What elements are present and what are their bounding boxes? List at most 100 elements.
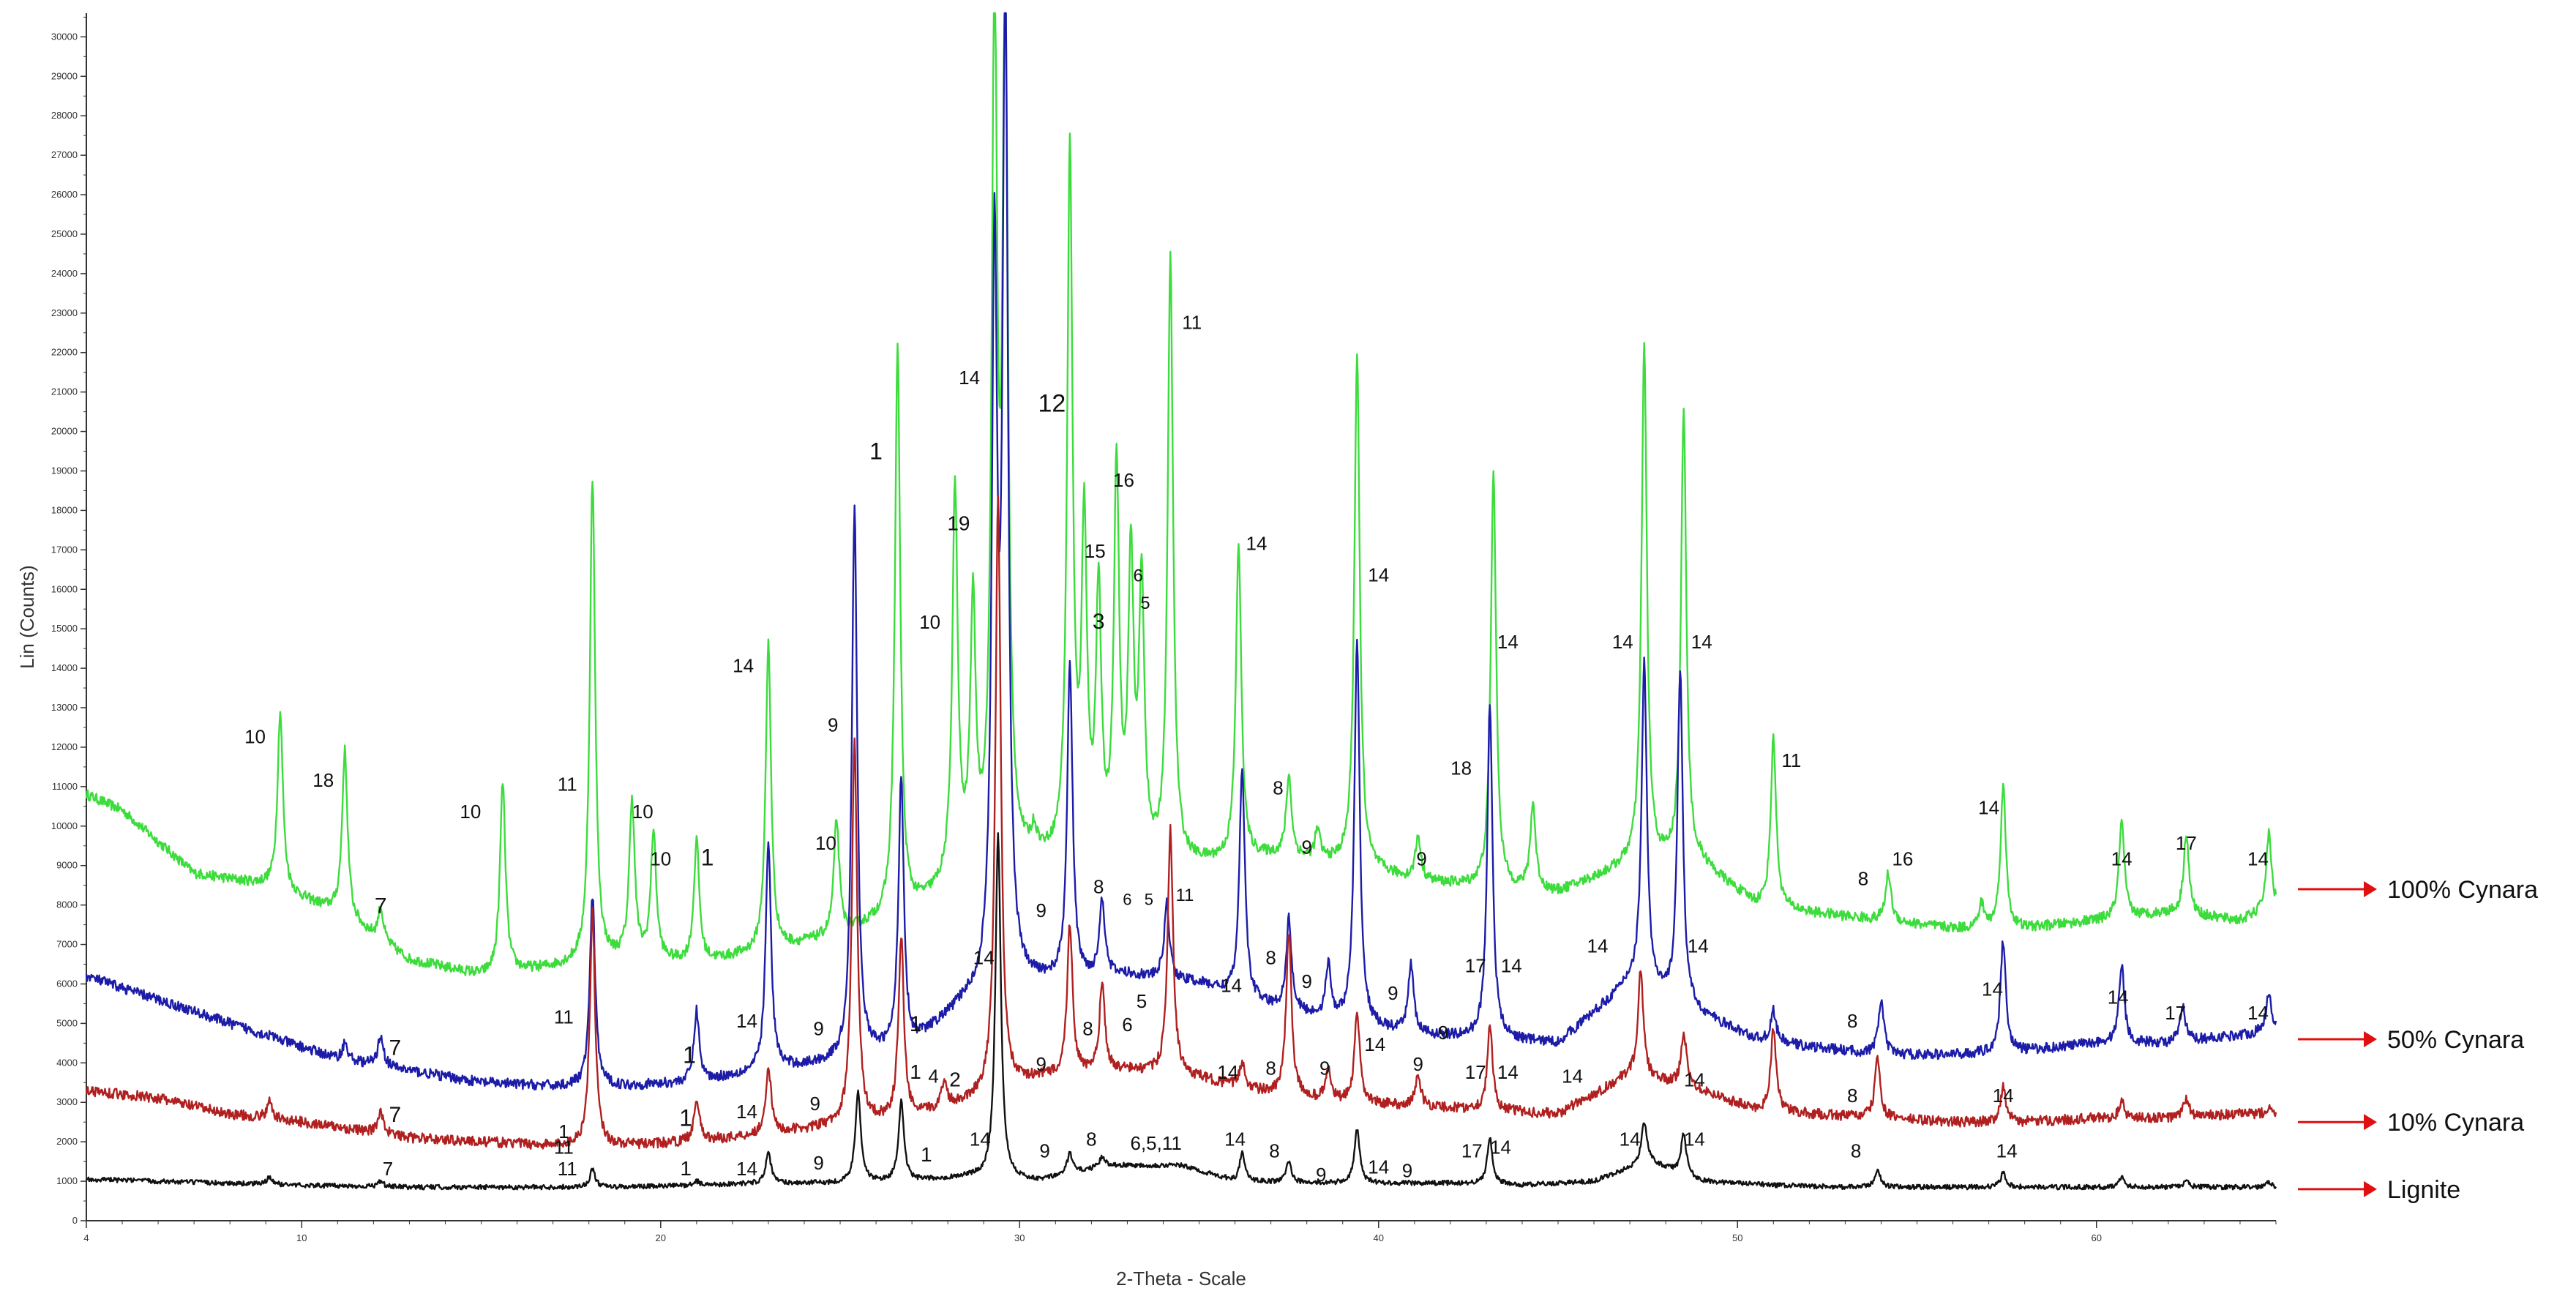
peak-label: 6 xyxy=(1133,566,1142,585)
peak-label: 14 xyxy=(1978,797,1999,819)
x-tick-label: 4 xyxy=(83,1232,89,1243)
peak-label: 9 xyxy=(1319,1057,1330,1079)
y-tick-label: 0 xyxy=(72,1215,78,1226)
y-tick-label: 20000 xyxy=(51,426,78,437)
y-tick-label: 3000 xyxy=(56,1096,78,1107)
y-tick-label: 4000 xyxy=(56,1057,78,1068)
x-tick-label: 60 xyxy=(2092,1232,2102,1243)
peak-label: 1 xyxy=(910,1012,922,1036)
peak-label: 14 xyxy=(1620,1129,1641,1150)
peak-label: 11 xyxy=(1175,886,1194,905)
y-tick-label: 11000 xyxy=(52,781,78,792)
peak-label: 6 xyxy=(1122,1014,1132,1036)
peak-label: 11 xyxy=(554,1006,574,1028)
peak-label: 14 xyxy=(736,1101,757,1123)
peak-label: 1 xyxy=(680,1157,692,1180)
peak-label: 11 xyxy=(554,1136,574,1158)
peak-label: 7 xyxy=(383,1158,393,1180)
peak-label: 8 xyxy=(1858,868,1868,890)
legend-arrowhead xyxy=(2364,1180,2377,1197)
peak-label: 14 xyxy=(1684,1129,1705,1150)
peak-label: 11 xyxy=(558,773,577,795)
peak-label: 14 xyxy=(1612,631,1633,653)
y-tick-label: 13000 xyxy=(51,702,78,713)
peak-label: 8 xyxy=(1851,1140,1861,1162)
peak-label: 14 xyxy=(1246,532,1268,554)
y-tick-label: 7000 xyxy=(56,939,78,950)
peak-label: 17 xyxy=(1465,954,1486,976)
series-lines xyxy=(85,12,2277,1191)
peak-label: 14 xyxy=(1224,1129,1246,1150)
peak-label: 9 xyxy=(1316,1164,1326,1186)
y-tick-label: 14000 xyxy=(51,662,78,673)
peak-label: 10 xyxy=(244,726,266,748)
y-axis-title: Lin (Counts) xyxy=(16,565,38,669)
peak-label: 11 xyxy=(558,1158,577,1180)
peak-label: 14 xyxy=(1996,1140,2018,1162)
peak-label: 14 xyxy=(1490,1136,1511,1158)
peak-label: 14 xyxy=(1982,978,2003,1000)
peak-label: 9 xyxy=(813,1018,823,1040)
y-tick-label: 21000 xyxy=(51,386,78,397)
series-line-50-cynara xyxy=(85,12,2277,1090)
peak-label: 14 xyxy=(733,654,754,676)
peak-label: 14 xyxy=(1501,954,1522,976)
x-tick-label: 40 xyxy=(1374,1232,1384,1243)
peak-label: 14 xyxy=(1221,974,1242,996)
y-tick-label: 30000 xyxy=(51,31,78,42)
legend: 100% Cynara 50% Cynara 10% Cynara Lignite xyxy=(2298,876,2538,1204)
y-tick-label: 27000 xyxy=(51,149,78,160)
peak-label: 9 xyxy=(828,714,838,736)
peak-label: 9 xyxy=(813,1152,823,1174)
peak-label: 5 xyxy=(1145,891,1153,909)
peak-label: 16 xyxy=(1892,848,1913,870)
y-tick-label: 6000 xyxy=(56,978,78,989)
peak-label: 9 xyxy=(809,1093,820,1115)
peak-label: 19 xyxy=(947,512,970,534)
peak-label: 14 xyxy=(1684,1069,1705,1091)
peak-label: 8 xyxy=(1847,1085,1857,1107)
peak-label: 7 xyxy=(389,1103,401,1127)
peak-label: 3 xyxy=(1093,610,1105,634)
peak-label: 2 xyxy=(949,1068,961,1091)
peak-label: 1 xyxy=(921,1143,932,1166)
y-tick-label: 18000 xyxy=(51,504,78,515)
peak-label: 1 xyxy=(701,845,714,871)
y-tick-label: 23000 xyxy=(51,307,78,318)
peak-label: 10 xyxy=(815,832,836,854)
y-tick-label: 5000 xyxy=(56,1017,78,1028)
series-line-lignite xyxy=(86,832,2277,1191)
y-tick-label: 19000 xyxy=(51,465,78,476)
peak-label: 14 xyxy=(1562,1065,1583,1087)
y-tick-label: 26000 xyxy=(51,189,78,200)
peak-label: 9 xyxy=(1388,982,1398,1004)
peak-label: 9 xyxy=(1402,1160,1412,1182)
legend-arrowhead xyxy=(2364,881,2377,898)
peak-label: 10 xyxy=(650,848,671,870)
peak-label: 17 xyxy=(2165,1002,2186,1024)
peak-label: 14 xyxy=(736,1158,757,1180)
peak-label: 8 xyxy=(1265,1057,1276,1079)
y-tick-label: 28000 xyxy=(51,110,78,121)
peak-label: 1 xyxy=(558,1120,569,1142)
peak-label: 12 xyxy=(1038,390,1066,418)
peak-label: 11 xyxy=(1781,749,1801,771)
peak-label: 14 xyxy=(1368,1156,1389,1178)
peak-label: 14 xyxy=(973,947,995,969)
peak-label: 9 xyxy=(1301,836,1311,858)
peak-label: 15 xyxy=(1085,540,1106,562)
series-line-10-cynara xyxy=(85,495,2277,1150)
peak-label: 14 xyxy=(1364,1033,1385,1055)
peak-label: 8 xyxy=(1265,947,1276,969)
y-tick-label: 12000 xyxy=(51,741,78,752)
peak-label: 14 xyxy=(2247,1002,2269,1024)
legend-label: 100% Cynara xyxy=(2387,876,2538,904)
peak-label: 4 xyxy=(928,1065,938,1087)
peak-label: 1 xyxy=(910,1060,921,1083)
peak-label: 14 xyxy=(1368,564,1389,585)
y-tick-label: 2000 xyxy=(56,1136,78,1147)
peak-label: 9 xyxy=(1036,899,1046,921)
y-ticks: 0 1000 2000 3000 4000 5000 6000 7000 8000 9000 100… xyxy=(51,16,86,1226)
